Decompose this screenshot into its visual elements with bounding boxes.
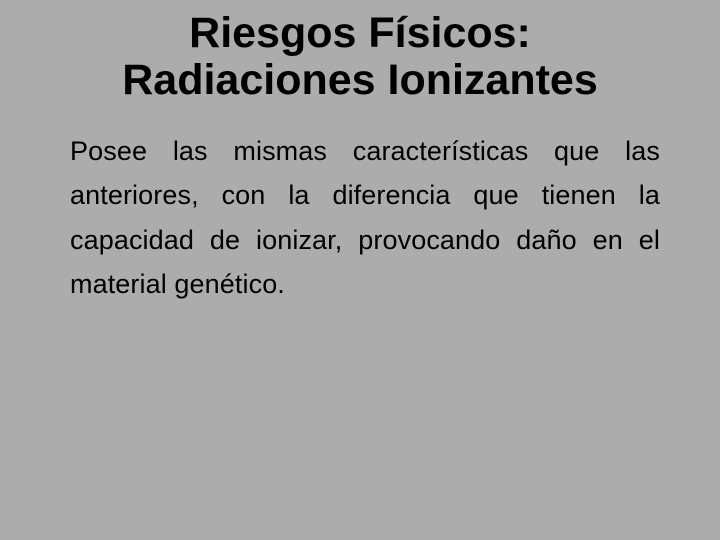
body-block: Posee las mismas características que las…	[70, 129, 660, 307]
title-block: Riesgos Físicos: Radiaciones Ionizantes	[0, 0, 720, 105]
body-paragraph: Posee las mismas características que las…	[70, 129, 660, 307]
slide-container: Riesgos Físicos: Radiaciones Ionizantes …	[0, 0, 720, 540]
title-line-1: Riesgos Físicos:	[0, 10, 720, 57]
title-line-2: Radiaciones Ionizantes	[0, 57, 720, 104]
